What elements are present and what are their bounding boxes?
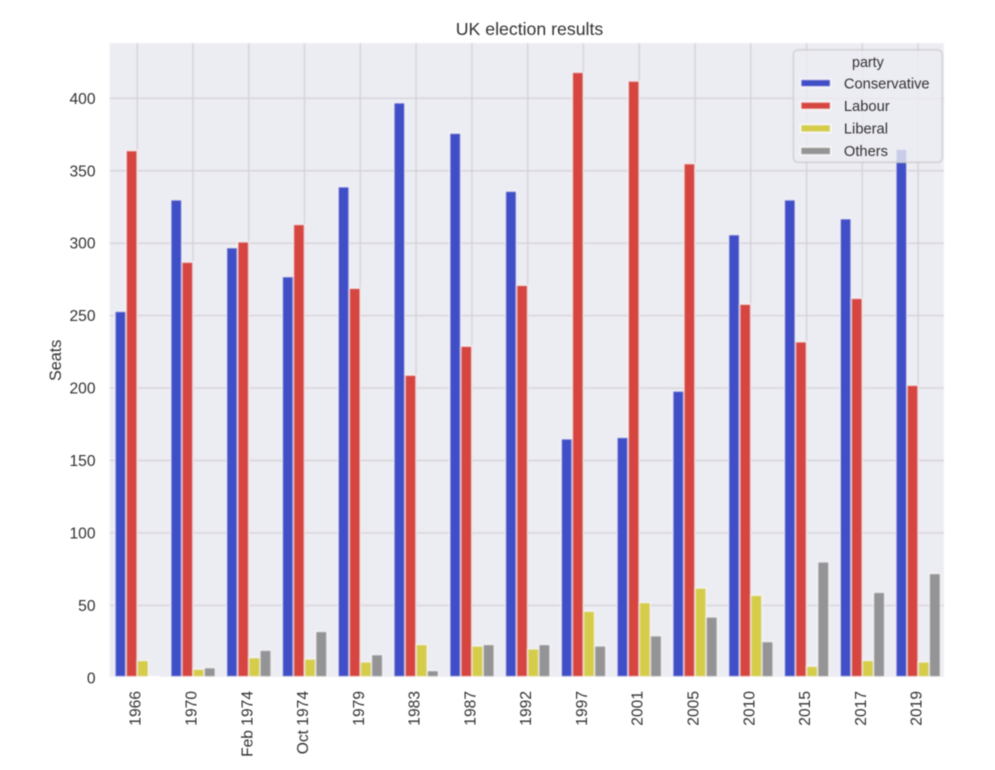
svg-text:150: 150 bbox=[69, 453, 95, 470]
svg-text:Feb 1974: Feb 1974 bbox=[239, 691, 256, 757]
svg-text:2017: 2017 bbox=[853, 691, 870, 726]
svg-text:250: 250 bbox=[69, 308, 95, 325]
svg-text:Seats: Seats bbox=[47, 340, 65, 381]
svg-text:300: 300 bbox=[69, 236, 95, 253]
svg-text:Conservative: Conservative bbox=[844, 76, 930, 92]
svg-text:2001: 2001 bbox=[630, 691, 647, 726]
svg-text:Liberal: Liberal bbox=[844, 122, 888, 138]
svg-text:1997: 1997 bbox=[574, 691, 591, 726]
svg-text:1966: 1966 bbox=[128, 691, 145, 726]
svg-text:350: 350 bbox=[69, 163, 95, 180]
svg-text:party: party bbox=[852, 55, 885, 71]
svg-text:Labour: Labour bbox=[844, 99, 890, 115]
svg-text:1992: 1992 bbox=[518, 691, 535, 726]
svg-text:Others: Others bbox=[844, 144, 888, 160]
svg-text:2005: 2005 bbox=[686, 691, 703, 726]
svg-text:1987: 1987 bbox=[462, 691, 479, 726]
svg-text:1970: 1970 bbox=[184, 691, 201, 726]
svg-text:1979: 1979 bbox=[351, 691, 368, 726]
svg-text:2015: 2015 bbox=[797, 691, 814, 726]
svg-text:100: 100 bbox=[69, 525, 95, 542]
svg-text:Oct 1974: Oct 1974 bbox=[295, 691, 312, 755]
svg-text:UK election results: UK election results bbox=[456, 19, 604, 39]
svg-text:50: 50 bbox=[78, 598, 96, 615]
svg-text:0: 0 bbox=[87, 670, 96, 687]
svg-text:1983: 1983 bbox=[407, 691, 424, 726]
svg-text:200: 200 bbox=[69, 381, 95, 398]
svg-text:2019: 2019 bbox=[909, 691, 926, 726]
svg-text:400: 400 bbox=[69, 91, 95, 108]
svg-text:2010: 2010 bbox=[741, 691, 758, 726]
